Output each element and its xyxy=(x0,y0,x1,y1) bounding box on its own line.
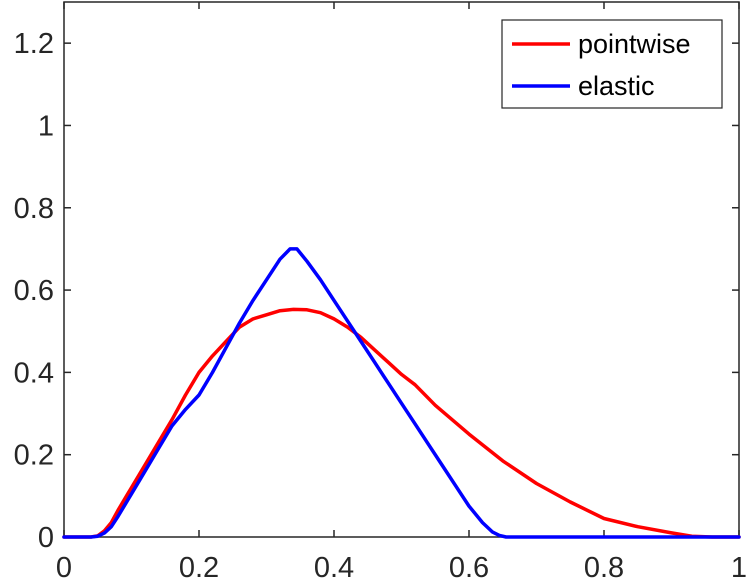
y-axis-ticks: 0 0.2 0.4 0.6 0.8 1 1.2 xyxy=(14,28,739,554)
x-tick-label: 0.8 xyxy=(584,552,624,584)
legend-box xyxy=(501,19,723,109)
legend-label-pointwise: pointwise xyxy=(578,29,691,59)
x-tick-label: 0.2 xyxy=(179,552,219,584)
x-tick-label: 0.4 xyxy=(314,552,354,584)
series-line-pointwise xyxy=(62,307,741,539)
y-tick-label: 1.2 xyxy=(14,28,54,60)
x-tick-label: 0 xyxy=(56,552,72,584)
legend: pointwise elastic xyxy=(501,19,723,109)
series-lines xyxy=(62,247,741,539)
y-tick-label: 0 xyxy=(38,522,54,554)
y-tick-label: 0.6 xyxy=(14,275,54,307)
y-tick-label: 0.8 xyxy=(14,193,54,225)
x-axis-ticks: 0 0.2 0.4 0.6 0.8 1 xyxy=(56,2,747,584)
x-tick-label: 0.6 xyxy=(449,552,489,584)
x-tick-label: 1 xyxy=(731,552,747,584)
y-tick-label: 0.2 xyxy=(14,440,54,472)
series-line-elastic xyxy=(62,247,741,539)
y-tick-label: 1 xyxy=(38,110,54,142)
y-tick-label: 0.4 xyxy=(14,357,54,389)
legend-items: pointwise elastic xyxy=(512,29,691,101)
legend-label-elastic: elastic xyxy=(578,71,655,101)
